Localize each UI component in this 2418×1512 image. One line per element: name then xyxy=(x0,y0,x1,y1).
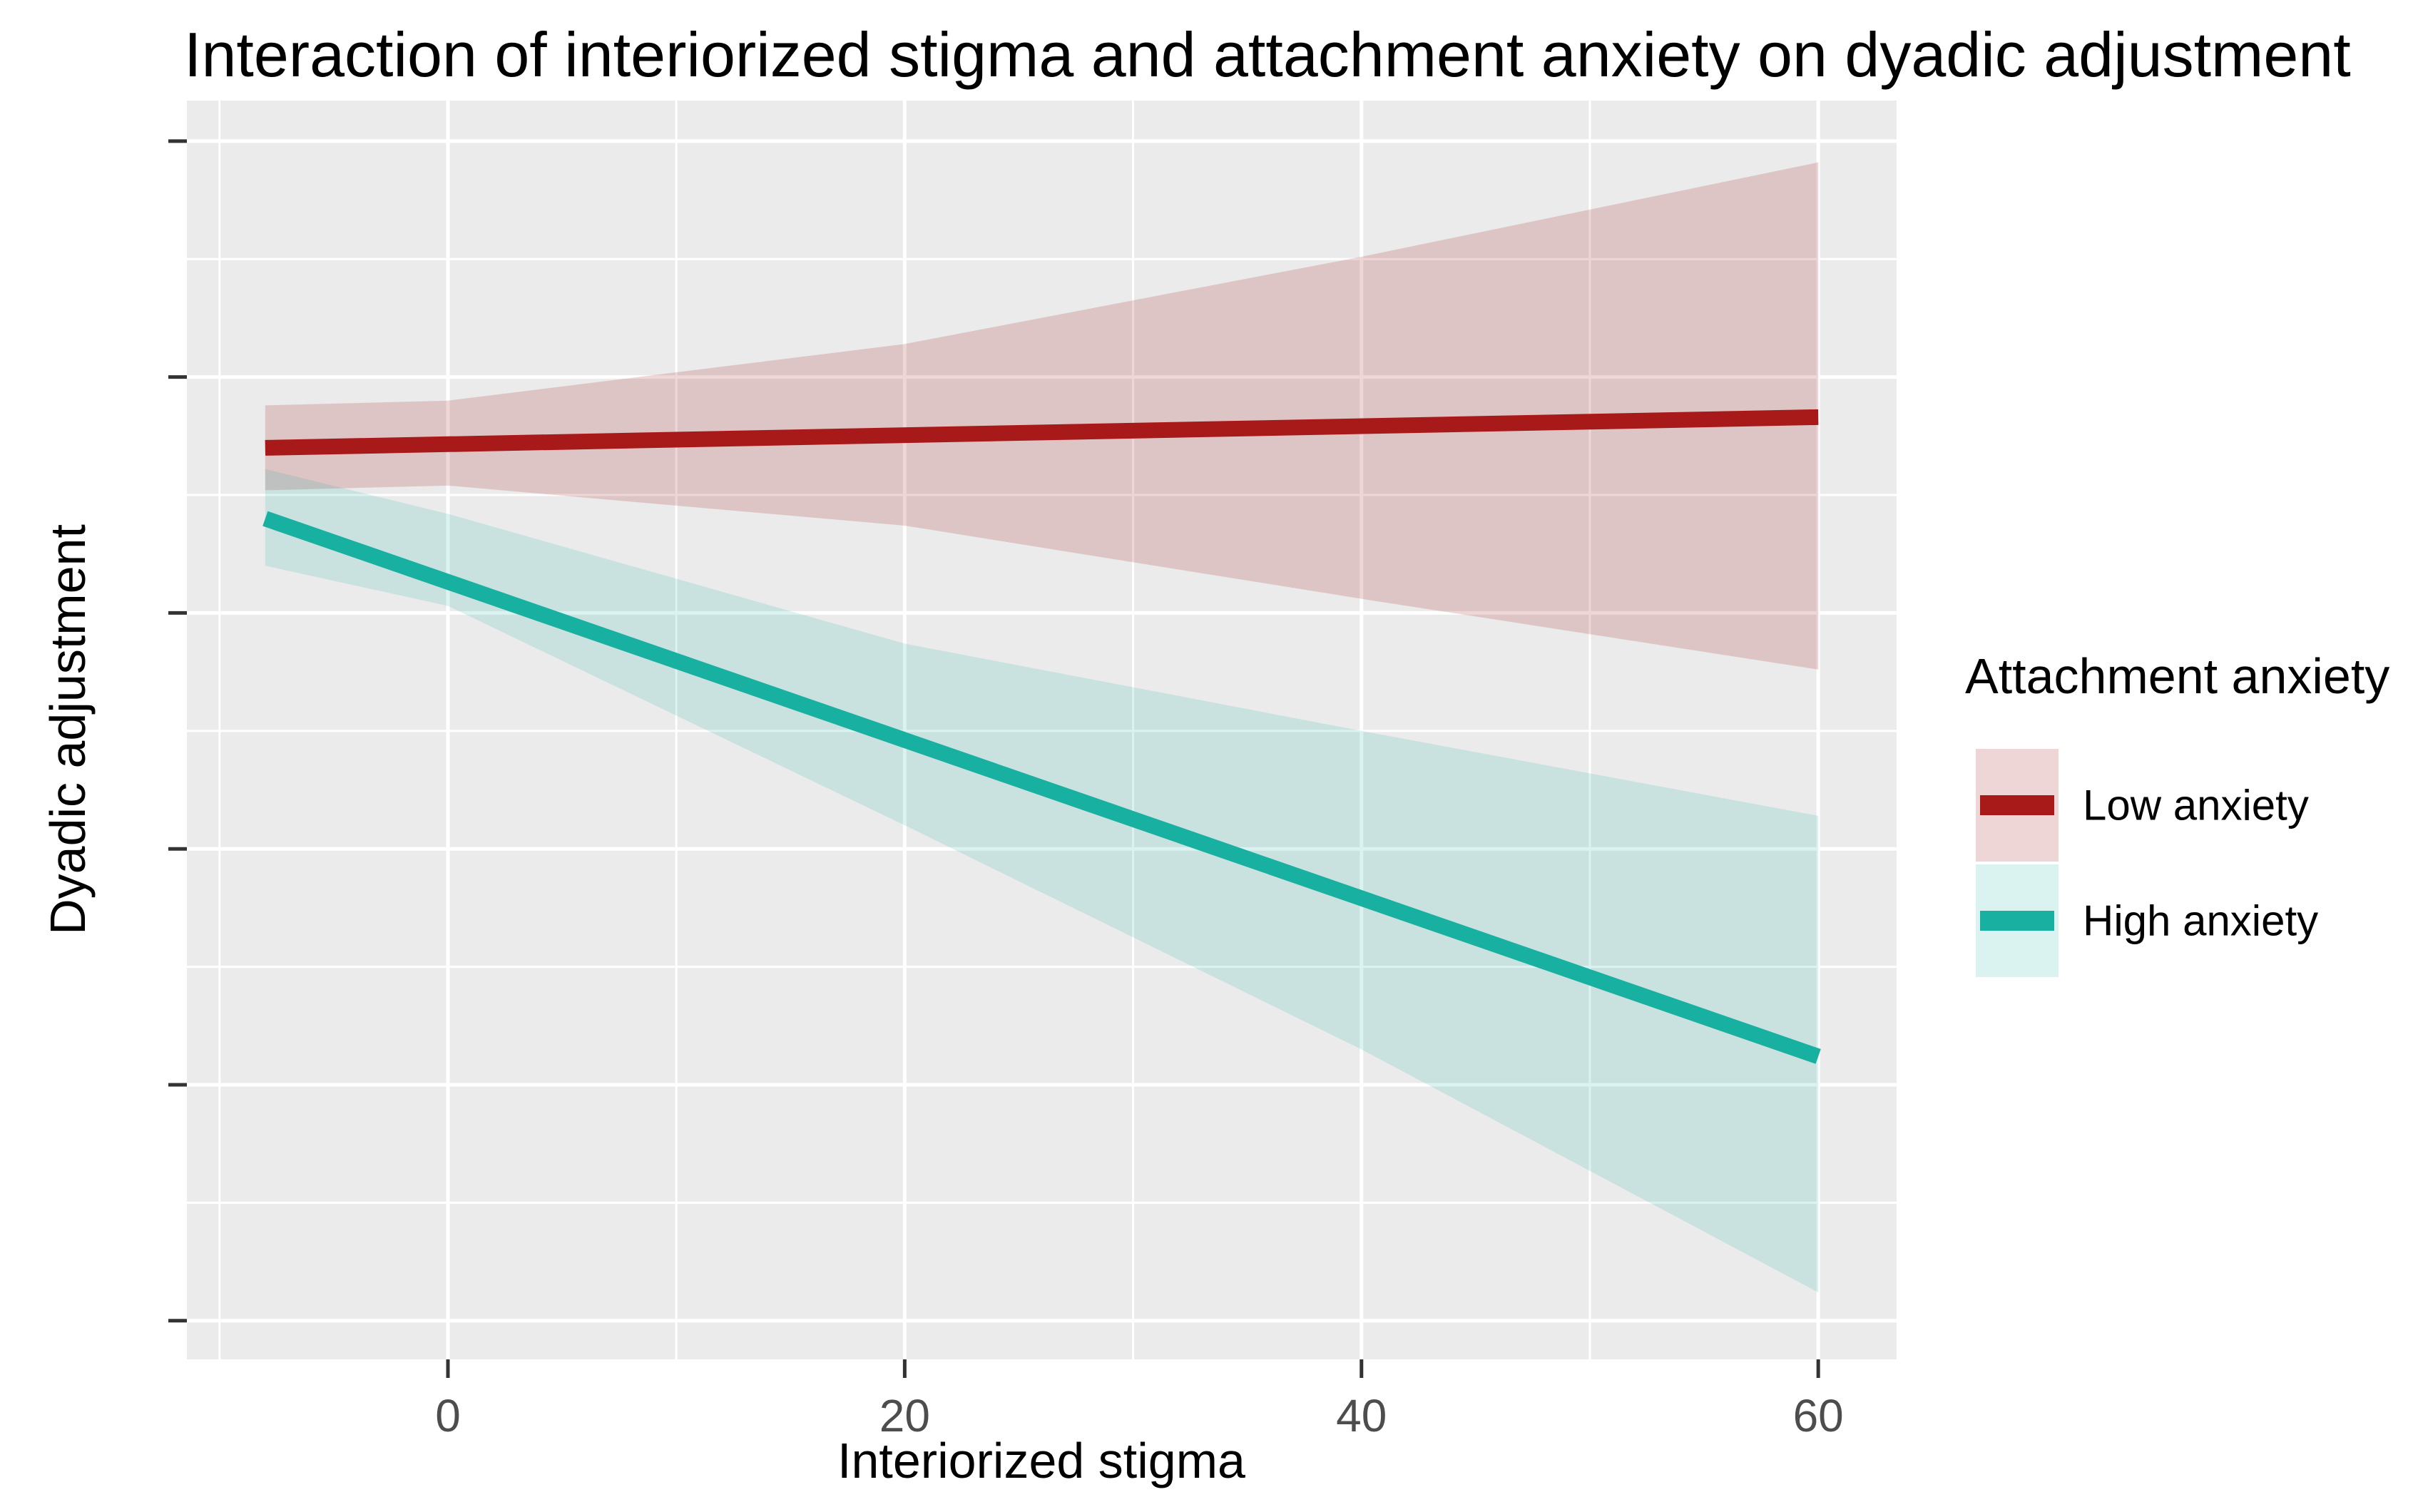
plot-title: Interaction of interiorized stigma and a… xyxy=(184,19,2351,90)
legend-title: Attachment anxiety xyxy=(1965,648,2390,704)
high-anxiety-line-icon xyxy=(1980,911,2054,931)
ribbon-high-anxiety xyxy=(265,469,1819,1293)
x-tick-label: 40 xyxy=(1336,1390,1387,1441)
x-axis-title: Interiorized stigma xyxy=(837,1433,1245,1488)
trend-line-high-anxiety xyxy=(262,511,1821,1064)
ribbon-low-anxiety xyxy=(265,162,1819,670)
legend-label-high-anxiety: High anxiety xyxy=(2083,897,2319,945)
y-axis-title: Dyadic adjustment xyxy=(40,524,96,935)
legend-key-high-anxiety: High anxiety xyxy=(1976,864,2389,977)
x-tick-label: 20 xyxy=(879,1390,930,1441)
legend-key-low-anxiety: Low anxiety xyxy=(1976,749,2389,862)
x-tick-label: 0 xyxy=(435,1390,461,1441)
legend: Attachment anxiety Low anxiety High anxi… xyxy=(1965,648,2389,980)
x-tick-label: 60 xyxy=(1792,1390,1844,1441)
low-anxiety-line-icon xyxy=(1980,795,2054,815)
legend-label-low-anxiety: Low anxiety xyxy=(2083,781,2309,829)
trend-line-low-anxiety xyxy=(265,409,1819,456)
